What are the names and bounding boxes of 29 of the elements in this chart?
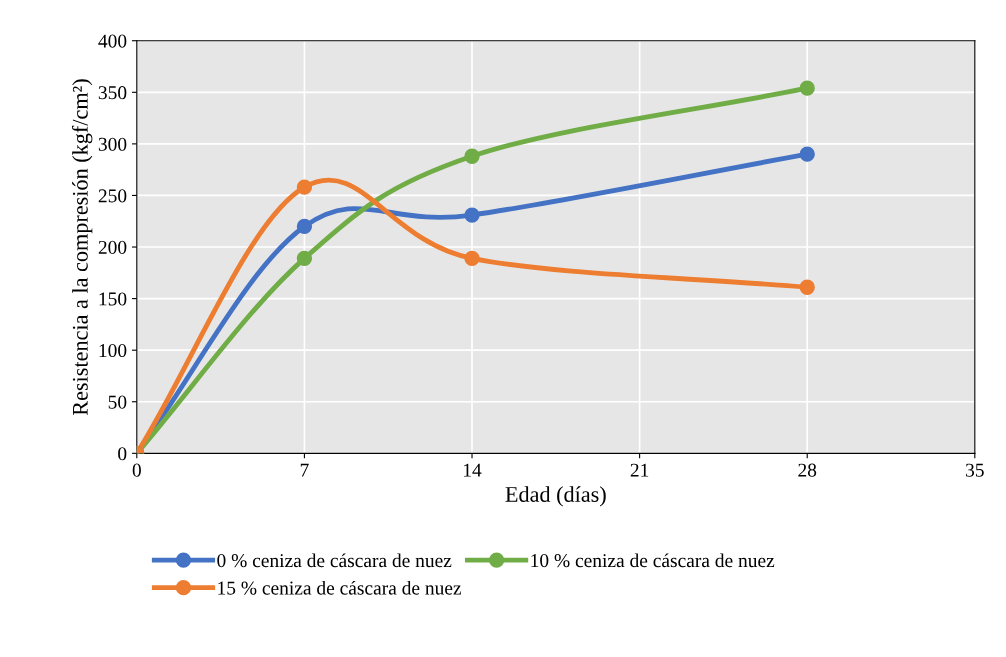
point — [296, 218, 313, 235]
legend-label: 10 % ceniza de cáscara de nuez — [531, 553, 775, 568]
y-tick-label: 350 — [98, 86, 127, 100]
y-axis-title: Resistencia a la compresión (kgf/cm²) — [71, 79, 93, 416]
y-tick-label: 250 — [98, 189, 127, 203]
point — [464, 250, 480, 267]
x-tick-label: 21 — [630, 463, 649, 477]
y-tick-label: 50 — [108, 395, 127, 409]
x-tick-label: 7 — [300, 463, 309, 477]
legend-label: 15 % ceniza de cáscara de nuez — [218, 580, 462, 595]
point — [464, 148, 480, 164]
y-tick-label: 200 — [98, 240, 127, 254]
y-tick-label: 400 — [98, 34, 127, 48]
y-tick-label: 300 — [98, 137, 127, 151]
y-tick-label: 100 — [99, 344, 127, 358]
x-axis-title: Edad (días) — [505, 486, 606, 507]
y-tick-label: 150 — [99, 292, 127, 306]
x-tick-label: 28 — [798, 463, 817, 477]
point — [464, 207, 480, 223]
x-tick-label: 0 — [132, 463, 141, 477]
point — [799, 279, 815, 295]
x-tick-label: 14 — [464, 463, 482, 477]
point — [799, 80, 815, 96]
point — [296, 250, 313, 267]
y-tick-label: 0 — [118, 447, 127, 461]
x-tick-label: 35 — [966, 463, 984, 477]
legend-label: 0 % ceniza de cáscara de nuez — [217, 553, 452, 568]
point — [296, 179, 313, 195]
point — [799, 146, 815, 162]
